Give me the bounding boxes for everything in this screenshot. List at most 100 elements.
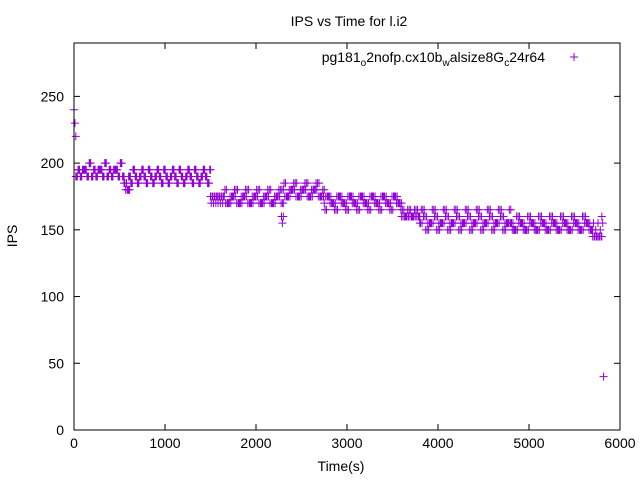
data-point <box>191 165 200 174</box>
data-point <box>388 205 397 214</box>
data-point <box>442 205 451 214</box>
data-point <box>355 205 364 214</box>
data-point <box>475 205 484 214</box>
data-point <box>488 212 497 221</box>
legend-label-part: 2nofp.cx10b <box>366 49 442 65</box>
legend-marker <box>570 53 578 61</box>
x-tick-label: 1000 <box>149 435 180 451</box>
y-tick-label: 100 <box>41 289 65 305</box>
data-point <box>202 172 211 181</box>
y-tick-label: 150 <box>41 222 65 238</box>
data-point <box>537 212 546 221</box>
data-point <box>161 165 170 174</box>
data-point <box>599 372 608 381</box>
data-point <box>344 205 353 214</box>
data-point <box>453 205 462 214</box>
data-point <box>279 199 288 208</box>
data-point <box>397 199 406 208</box>
data-point <box>433 212 442 221</box>
data-point <box>597 232 606 241</box>
legend-label-part: alsize8G <box>450 49 504 65</box>
data-point <box>134 179 143 188</box>
y-axis-label: IPS <box>4 225 20 248</box>
data-point <box>490 225 499 234</box>
legend-label: pg181o2nofp.cx10bwalsize8Gc24r64 <box>322 49 546 69</box>
data-point <box>130 165 139 174</box>
data-point <box>422 212 431 221</box>
y-tick-label: 200 <box>41 155 65 171</box>
x-tick-label: 0 <box>70 435 78 451</box>
x-tick-label: 4000 <box>422 435 453 451</box>
data-point <box>180 179 189 188</box>
data-point <box>281 179 290 188</box>
x-tick-label: 2000 <box>240 435 271 451</box>
data-point <box>333 205 342 214</box>
data-point <box>206 165 215 174</box>
x-tick-label: 5000 <box>513 435 544 451</box>
legend-label-part: w <box>441 58 450 69</box>
data-point <box>102 159 111 168</box>
data-point <box>320 185 329 194</box>
legend-label-part: o <box>361 58 367 69</box>
data-point <box>479 225 488 234</box>
data-point <box>322 205 331 214</box>
data-point <box>444 212 453 221</box>
legend-label-part: pg181 <box>322 49 361 65</box>
data-point <box>435 225 444 234</box>
data-point <box>233 185 242 194</box>
data-point <box>366 205 375 214</box>
data-point <box>70 119 79 128</box>
data-point <box>597 212 606 221</box>
data-point <box>244 185 253 194</box>
data-point <box>598 219 607 228</box>
legend-plus-icon <box>570 53 578 61</box>
data-point <box>466 212 475 221</box>
x-tick-label: 6000 <box>604 435 635 451</box>
y-tick-label: 50 <box>48 355 64 371</box>
data-point <box>205 179 214 188</box>
data-point <box>150 179 159 188</box>
data-point <box>499 212 508 221</box>
x-axis-label: Time(s) <box>318 458 365 474</box>
data-point <box>468 225 477 234</box>
legend-label-part: 24r64 <box>509 49 545 65</box>
y-tick-label: 0 <box>56 422 64 438</box>
data-point <box>393 192 402 201</box>
data-point <box>506 205 515 214</box>
data-point <box>377 205 386 214</box>
data-point <box>255 185 264 194</box>
plot-border <box>73 42 621 431</box>
data-point <box>145 165 154 174</box>
data-point <box>165 179 174 188</box>
data-point <box>303 179 312 188</box>
data-point <box>222 185 231 194</box>
data-point <box>424 225 433 234</box>
data-point <box>570 212 579 221</box>
data-point <box>196 179 205 188</box>
data-point <box>82 165 91 174</box>
data-point <box>278 219 287 228</box>
data-point <box>97 165 106 174</box>
data-point <box>292 179 301 188</box>
data-point <box>477 212 486 221</box>
data-point <box>420 205 429 214</box>
chart-title: IPS vs Time for l.i2 <box>291 13 408 29</box>
data-point <box>455 212 464 221</box>
legend-label-part: c <box>504 58 509 69</box>
data-point <box>176 165 185 174</box>
data-point <box>548 212 557 221</box>
data-point <box>515 212 524 221</box>
data-point <box>315 179 324 188</box>
data-point <box>113 165 122 174</box>
x-tick-label: 3000 <box>331 435 362 451</box>
data-point <box>279 212 288 221</box>
data-point <box>446 225 455 234</box>
data-point <box>86 159 95 168</box>
data-point <box>581 212 590 221</box>
data-point <box>596 225 605 234</box>
data-point <box>526 212 535 221</box>
data-point <box>117 159 126 168</box>
data-point <box>457 225 466 234</box>
